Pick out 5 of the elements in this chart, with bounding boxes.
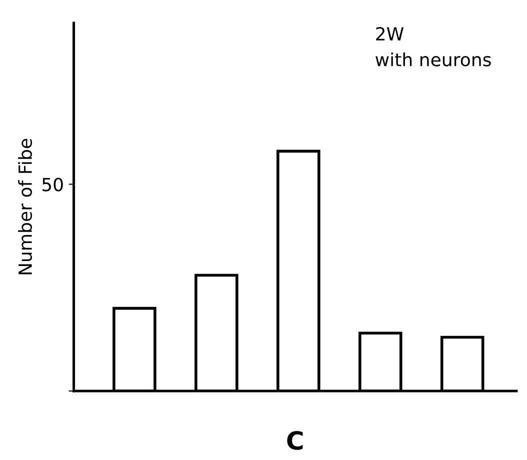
annotation: with neurons — [376, 52, 491, 66]
y-tick-label: 50 — [42, 178, 63, 192]
x-axis-title: C — [287, 431, 303, 450]
y-axis-title: Number of Fibe — [18, 138, 32, 274]
annotation: 2W — [376, 27, 404, 40]
